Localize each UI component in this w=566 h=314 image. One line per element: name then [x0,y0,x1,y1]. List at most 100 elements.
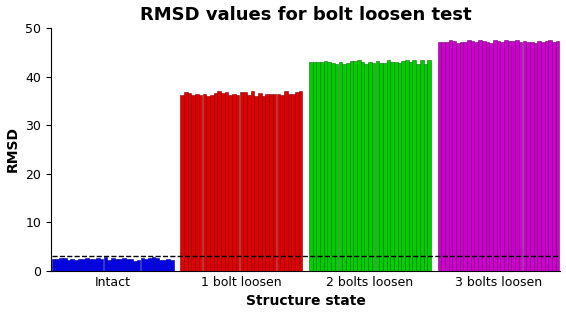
Bar [130,259,133,271]
Bar [225,92,228,271]
Bar [534,43,537,271]
Bar [181,95,184,271]
Bar [144,259,148,271]
Bar [420,60,423,271]
Bar [155,258,159,271]
Bar [327,62,331,271]
Bar [291,94,295,271]
Bar [243,92,247,271]
Bar [122,258,126,271]
Bar [398,63,401,271]
Bar [324,62,327,271]
Bar [489,43,493,271]
Bar [478,40,482,271]
Bar [316,62,320,271]
Bar [441,42,445,271]
Bar [309,62,312,271]
Bar [229,95,232,271]
Bar [152,257,155,271]
Bar [365,64,368,271]
Bar [445,42,448,271]
X-axis label: Structure state: Structure state [246,295,366,308]
Bar [55,259,59,271]
Y-axis label: RMSD: RMSD [6,127,20,172]
Bar [133,261,137,271]
Bar [277,94,280,271]
Bar [100,259,104,271]
Bar [312,62,316,271]
Bar [482,41,486,271]
Bar [236,95,239,271]
Bar [52,259,55,271]
Bar [148,258,152,271]
Bar [438,42,441,271]
Bar [413,60,416,271]
Bar [199,95,203,271]
Bar [82,259,85,271]
Bar [423,63,427,271]
Bar [320,62,324,271]
Bar [357,60,361,271]
Bar [295,91,299,271]
Bar [522,41,526,271]
Bar [126,259,130,271]
Bar [221,93,225,271]
Bar [368,62,372,271]
Bar [512,41,515,271]
Bar [405,60,409,271]
Bar [338,62,342,271]
Bar [247,95,251,271]
Bar [210,95,213,271]
Bar [280,95,284,271]
Bar [85,258,89,271]
Bar [195,94,199,271]
Bar [191,95,195,271]
Bar [108,260,111,271]
Bar [383,63,387,271]
Bar [92,259,96,271]
Bar [59,258,63,271]
Bar [258,93,261,271]
Bar [409,62,413,271]
Bar [170,260,174,271]
Bar [541,42,544,271]
Bar [394,62,398,271]
Bar [184,92,188,271]
Title: RMSD values for bolt loosen test: RMSD values for bolt loosen test [140,6,471,24]
Bar [239,92,243,271]
Bar [137,260,140,271]
Bar [203,94,206,271]
Bar [387,60,390,271]
Bar [331,62,335,271]
Bar [353,61,357,271]
Bar [115,259,118,271]
Bar [372,63,375,271]
Bar [548,40,552,271]
Bar [361,62,365,271]
Bar [96,258,100,271]
Bar [163,260,166,271]
Bar [416,64,420,271]
Bar [206,96,210,271]
Bar [486,42,489,271]
Bar [63,258,67,271]
Bar [159,260,162,271]
Bar [261,95,265,271]
Bar [515,40,519,271]
Bar [140,258,144,271]
Bar [78,259,82,271]
Bar [452,41,456,271]
Bar [273,94,276,271]
Bar [217,91,221,271]
Bar [269,94,273,271]
Bar [89,259,92,271]
Bar [288,94,291,271]
Bar [544,41,548,271]
Bar [232,94,236,271]
Bar [67,259,70,271]
Bar [552,42,556,271]
Bar [111,258,114,271]
Bar [70,259,74,271]
Bar [456,43,460,271]
Bar [449,40,452,271]
